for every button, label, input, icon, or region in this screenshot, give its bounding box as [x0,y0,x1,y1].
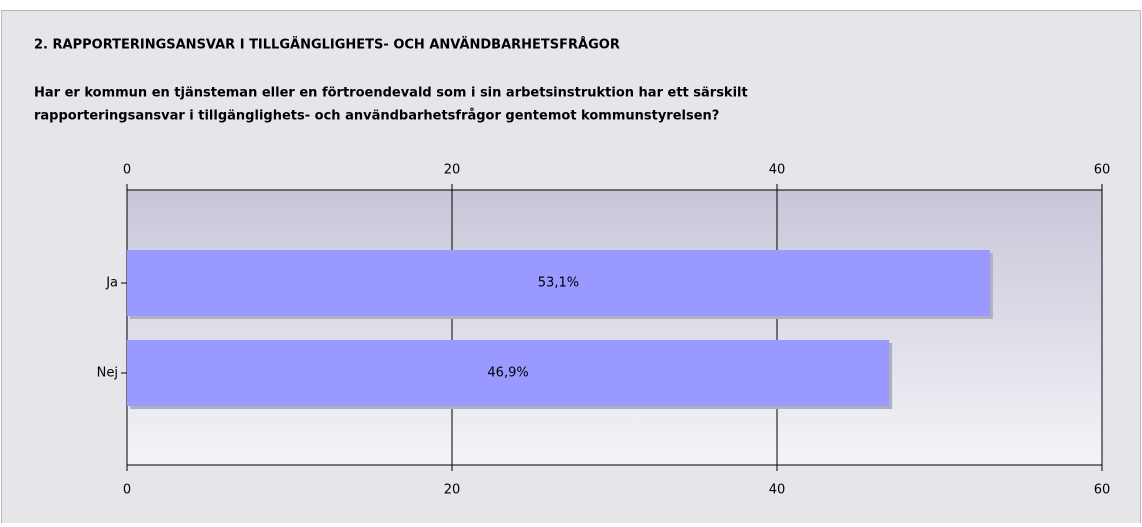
x-tick-label: 60 [1094,163,1111,178]
value-label: 53,1% [538,276,579,291]
y-tick-label: Ja [105,276,118,291]
chart-title: 2. RAPPORTERINGSANSVAR I TILLGÄNGLIGHETS… [34,37,620,53]
x-tick-label: 60 [1094,483,1111,498]
plot-area [127,190,1102,465]
x-tick-label: 20 [444,163,461,178]
y-tick-label: Nej [97,366,118,381]
x-tick-label: 40 [769,483,786,498]
value-label: 46,9% [487,366,528,381]
x-tick-label: 20 [444,483,461,498]
x-tick-label: 0 [123,483,131,498]
bar [127,250,990,316]
x-tick-label: 40 [769,163,786,178]
subtitle-line: Har er kommun en tjänsteman eller en för… [34,86,748,101]
subtitle-line: rapporteringsansvar i tillgänglighets- o… [34,109,719,124]
x-tick-label: 0 [123,163,131,178]
bar [127,340,890,406]
